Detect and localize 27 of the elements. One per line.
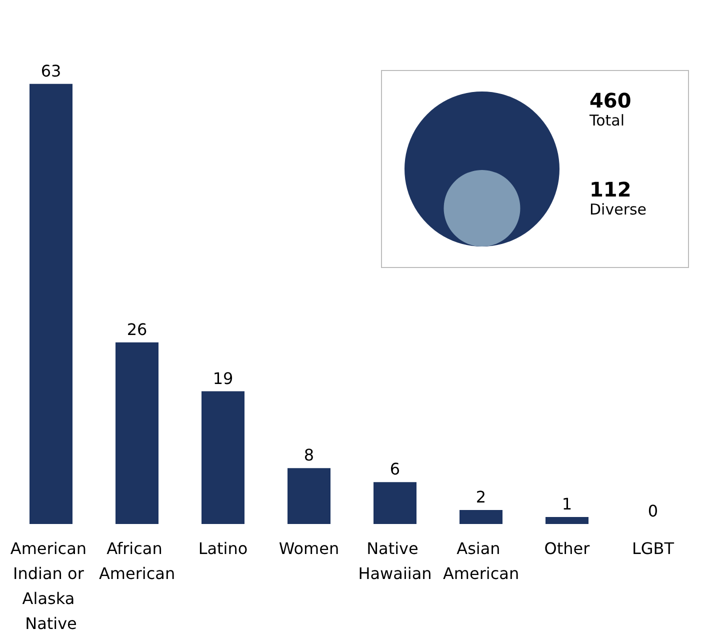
bar [374,482,416,524]
x-tick-label: African American [98,539,176,583]
bar [116,342,158,524]
bar [460,510,502,524]
data-label: 2 [476,488,486,507]
data-label: 8 [304,446,314,465]
data-label: 112 [590,177,632,202]
data-label: 63 [40,61,62,80]
data-label: 0 [648,502,658,520]
data-label: 6 [390,460,400,479]
bar [288,468,330,524]
bar [546,517,588,524]
x-tick-label: Latino [198,539,248,558]
x-tick-label: LGBT [632,539,674,558]
x-tick-label: Asian American [442,539,520,583]
bar [30,84,72,524]
data-label: 460 [590,88,632,112]
category-label: Diverse [590,200,647,218]
x-tick-label: American Indian or Alaska Native [10,539,92,633]
x-tick-label: Women [278,539,340,558]
data-label: 26 [126,320,148,339]
data-label: 19 [212,368,234,388]
x-tick-label: Native Hawaiian [358,539,432,583]
bar [202,391,244,524]
data-label: 1 [562,494,572,514]
x-tick-label: Other [544,539,590,558]
category-label: Total [588,112,625,130]
